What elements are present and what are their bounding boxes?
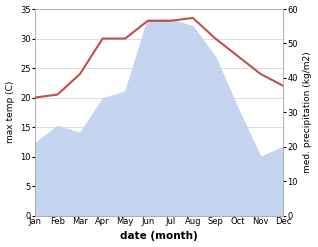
X-axis label: date (month): date (month)	[120, 231, 198, 242]
Y-axis label: max temp (C): max temp (C)	[5, 81, 15, 144]
Y-axis label: med. precipitation (kg/m2): med. precipitation (kg/m2)	[303, 51, 313, 173]
